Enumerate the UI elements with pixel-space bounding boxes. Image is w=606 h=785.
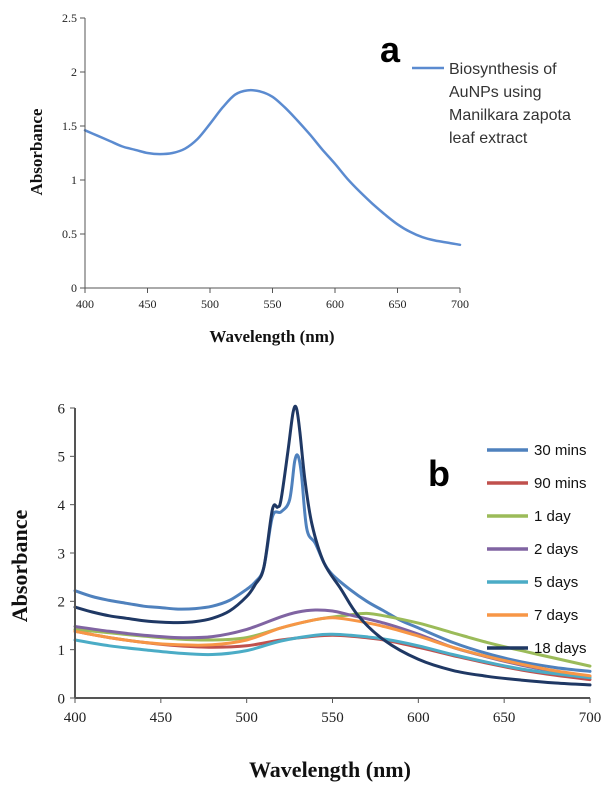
y-tick-label: 6: [58, 401, 66, 417]
y-tick-label: 0.5: [62, 227, 77, 241]
x-tick-label: 700: [451, 297, 469, 311]
y-tick-label: 3: [58, 546, 66, 562]
x-tick-label: 600: [326, 297, 344, 311]
series-line-5-days: [73, 632, 592, 680]
legend-a-line: Manilkara zapota: [449, 107, 571, 124]
x-tick-label: 600: [407, 710, 430, 726]
y-tick-label: 1: [71, 173, 77, 187]
chart-a-ticks: 400 450 500 550 600 650 700 0 0.5 1 1.5 2 2.5: [62, 11, 469, 311]
legend-label-7-days: 7 days: [534, 607, 578, 624]
series-line-30-mins: [73, 453, 592, 673]
series-line-90-mins: [73, 629, 592, 682]
y-axis-title-a: Absorbance: [27, 108, 46, 195]
y-tick-label: 1.5: [62, 119, 77, 133]
x-tick-label: 450: [150, 710, 173, 726]
chart-a-lines: [83, 88, 462, 247]
series-line-18-days: [73, 404, 592, 687]
legend-label-1-day: 1 day: [534, 508, 571, 525]
x-tick-label: 550: [321, 710, 344, 726]
y-axis-title-b: Absorbance: [7, 510, 32, 623]
chart-b-lines: [73, 404, 592, 687]
y-tick-label: 1: [58, 643, 66, 659]
legend-label-90-mins: 90 mins: [534, 475, 587, 492]
series-line-7-days: [73, 616, 592, 678]
chart-b-ticks: 400 450 500 550 600 650 700 0 1 2 3 4 5 6: [58, 401, 602, 726]
legend-a-line: Biosynthesis of: [449, 61, 557, 78]
legend-label-2-days: 2 days: [534, 541, 578, 558]
legend-label-30-mins: 30 mins: [534, 442, 587, 459]
x-axis-title-a: Wavelength (nm): [209, 327, 334, 346]
legend-a-label: Biosynthesis of AuNPs using Manilkara zapo…: [449, 61, 571, 147]
y-tick-label: 2: [58, 595, 66, 611]
chart-a: 400 450 500 550 600 650 700 0 0.5 1 1.5 2 2.5 a Bios…: [27, 11, 571, 346]
chart-a-axes: [80, 17, 461, 293]
y-tick-label: 0: [71, 281, 77, 295]
panel-label-a: a: [380, 29, 401, 70]
x-tick-label: 450: [139, 297, 157, 311]
y-tick-label: 0: [58, 691, 66, 707]
chart-b: 400 450 500 550 600 650 700 0 1 2 3 4 5 6 b 30 mins 90…: [7, 401, 602, 782]
y-tick-label: 4: [58, 498, 66, 514]
legend-label-18-days: 18 days: [534, 640, 587, 657]
y-tick-label: 2.5: [62, 11, 77, 25]
series-line-series: [83, 88, 462, 247]
x-tick-label: 700: [579, 710, 602, 726]
chart-b-axes: [70, 407, 591, 703]
x-tick-label: 400: [64, 710, 87, 726]
y-tick-label: 2: [71, 65, 77, 79]
legend-label-5-days: 5 days: [534, 574, 578, 591]
x-tick-label: 650: [389, 297, 407, 311]
y-tick-label: 5: [58, 450, 66, 466]
legend-b: 30 mins 90 mins 1 day 2 days 5 days 7 days 18 …: [487, 442, 587, 657]
x-tick-label: 400: [76, 297, 94, 311]
legend-a-line: AuNPs using: [449, 84, 542, 101]
legend-a-line: leaf extract: [449, 130, 528, 147]
x-axis-title-b: Wavelength (nm): [249, 757, 411, 782]
x-tick-label: 550: [264, 297, 282, 311]
x-tick-label: 500: [201, 297, 219, 311]
x-tick-label: 650: [493, 710, 516, 726]
panel-label-b: b: [428, 453, 450, 494]
x-tick-label: 500: [235, 710, 258, 726]
